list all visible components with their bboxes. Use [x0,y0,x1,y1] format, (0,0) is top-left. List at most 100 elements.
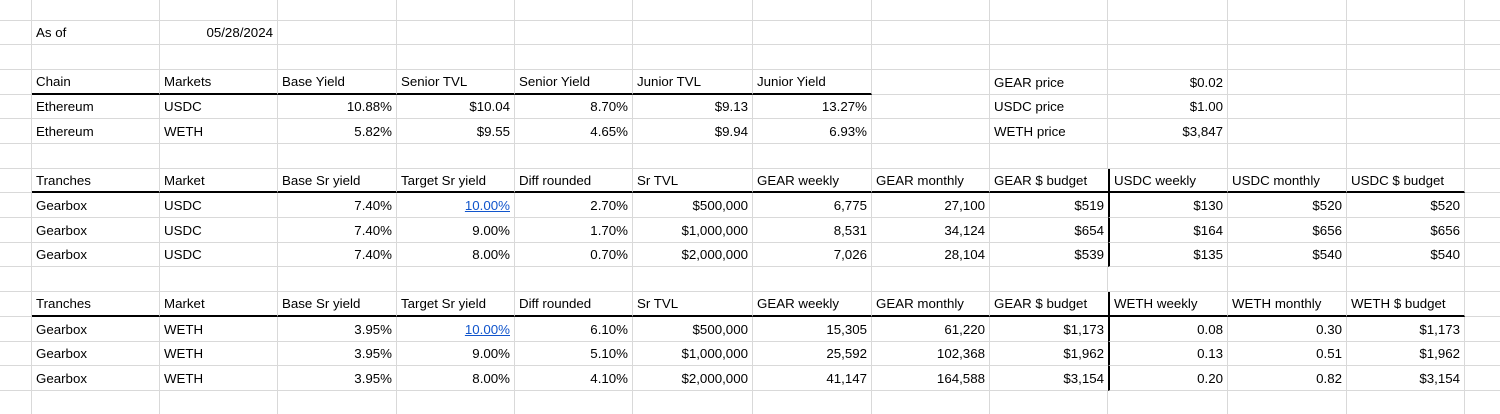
tranche-table-cell[interactable]: $1,173 [1347,317,1465,342]
cell-L5[interactable] [1228,95,1347,119]
cell-N11[interactable] [1465,243,1500,267]
cell-E1[interactable] [397,0,515,21]
tranche-table-cell[interactable]: $520 [1228,193,1347,218]
cell-D2[interactable] [278,21,397,45]
cell-L3[interactable] [1228,45,1347,70]
cell-G1[interactable] [633,0,753,21]
cell-N6[interactable] [1465,119,1500,144]
tranche-table-cell[interactable]: 0.08 [1108,317,1228,342]
cell-A15[interactable] [0,342,32,366]
tranche-table-header[interactable]: GEAR $ budget [990,292,1108,317]
tranche-table-header[interactable]: Diff rounded [515,292,633,317]
tranche-table-header[interactable]: Target Sr yield [397,169,515,193]
cell-B12[interactable] [32,267,160,292]
tranche-table-header[interactable]: USDC weekly [1108,169,1228,193]
cell-I4[interactable] [872,70,990,95]
tranche-table-cell[interactable]: 0.51 [1228,342,1347,366]
cell-A11[interactable] [0,243,32,267]
market-table-cell[interactable]: $9.13 [633,95,753,119]
cell-L1[interactable] [1228,0,1347,21]
tranche-table-cell[interactable]: 102,368 [872,342,990,366]
cell-M5[interactable] [1347,95,1465,119]
price-value[interactable]: $0.02 [1108,70,1228,95]
cell-A10[interactable] [0,218,32,243]
cell-H2[interactable] [753,21,872,45]
cell-I3[interactable] [872,45,990,70]
cell-F3[interactable] [515,45,633,70]
cell-A7[interactable] [0,144,32,169]
tranche-table-cell[interactable]: 9.00% [397,342,515,366]
tranche-table-header[interactable]: WETH $ budget [1347,292,1465,317]
as-of-date[interactable]: 05/28/2024 [160,21,278,45]
tranche-table-header[interactable]: Base Sr yield [278,292,397,317]
cell-N13[interactable] [1465,292,1500,317]
tranche-table-header[interactable]: GEAR $ budget [990,169,1108,193]
tranche-table-cell[interactable]: 7.40% [278,193,397,218]
cell-M1[interactable] [1347,0,1465,21]
tranche-table-cell[interactable]: $1,000,000 [633,342,753,366]
cell-N12[interactable] [1465,267,1500,292]
cell-E17[interactable] [397,391,515,414]
tranche-table-cell[interactable]: 1.70% [515,218,633,243]
tranche-table-header[interactable]: WETH monthly [1228,292,1347,317]
market-table-cell[interactable]: USDC [160,95,278,119]
market-table-cell[interactable]: 8.70% [515,95,633,119]
cell-D7[interactable] [278,144,397,169]
tranche-table-cell[interactable]: $1,962 [1347,342,1465,366]
cell-A14[interactable] [0,317,32,342]
tranche-table-cell[interactable]: 8.00% [397,366,515,391]
cell-A16[interactable] [0,366,32,391]
cell-N4[interactable] [1465,70,1500,95]
cell-N5[interactable] [1465,95,1500,119]
cell-F2[interactable] [515,21,633,45]
price-value[interactable]: $1.00 [1108,95,1228,119]
cell-L7[interactable] [1228,144,1347,169]
market-table-cell[interactable]: $10.04 [397,95,515,119]
tranche-table-header[interactable]: GEAR weekly [753,169,872,193]
cell-J17[interactable] [990,391,1108,414]
cell-K3[interactable] [1108,45,1228,70]
tranche-table-cell[interactable]: WETH [160,317,278,342]
cell-M17[interactable] [1347,391,1465,414]
cell-I12[interactable] [872,267,990,292]
cell-I17[interactable] [872,391,990,414]
cell-A1[interactable] [0,0,32,21]
cell-N7[interactable] [1465,144,1500,169]
cell-B17[interactable] [32,391,160,414]
market-table-header[interactable]: Senior Yield [515,70,633,95]
tranche-table-cell[interactable]: 8.00% [397,243,515,267]
cell-G17[interactable] [633,391,753,414]
cell-I1[interactable] [872,0,990,21]
tranche-table-header[interactable]: Sr TVL [633,169,753,193]
tranche-table-cell[interactable]: 25,592 [753,342,872,366]
tranche-table-cell[interactable]: $164 [1108,218,1228,243]
price-label[interactable]: USDC price [990,95,1108,119]
cell-N17[interactable] [1465,391,1500,414]
cell-M3[interactable] [1347,45,1465,70]
tranche-table-cell[interactable]: $540 [1347,243,1465,267]
cell-M6[interactable] [1347,119,1465,144]
tranche-table-cell[interactable]: $1,000,000 [633,218,753,243]
cell-I7[interactable] [872,144,990,169]
tranche-table-cell[interactable]: 0.13 [1108,342,1228,366]
cell-N2[interactable] [1465,21,1500,45]
market-table-header[interactable]: Chain [32,70,160,95]
cell-H3[interactable] [753,45,872,70]
cell-A8[interactable] [0,169,32,193]
tranche-table-cell[interactable]: $656 [1228,218,1347,243]
cell-A6[interactable] [0,119,32,144]
cell-A12[interactable] [0,267,32,292]
market-table-header[interactable]: Senior TVL [397,70,515,95]
cell-C1[interactable] [160,0,278,21]
cell-E7[interactable] [397,144,515,169]
tranche-table-cell[interactable]: 6,775 [753,193,872,218]
target-sr-yield-link[interactable]: 10.00% [397,193,515,218]
tranche-table-header[interactable]: Tranches [32,169,160,193]
tranche-table-cell[interactable]: Gearbox [32,342,160,366]
tranche-table-cell[interactable]: 164,588 [872,366,990,391]
cell-L17[interactable] [1228,391,1347,414]
market-table-header[interactable]: Junior TVL [633,70,753,95]
tranche-table-header[interactable]: Target Sr yield [397,292,515,317]
tranche-table-cell[interactable]: WETH [160,366,278,391]
cell-N8[interactable] [1465,169,1500,193]
